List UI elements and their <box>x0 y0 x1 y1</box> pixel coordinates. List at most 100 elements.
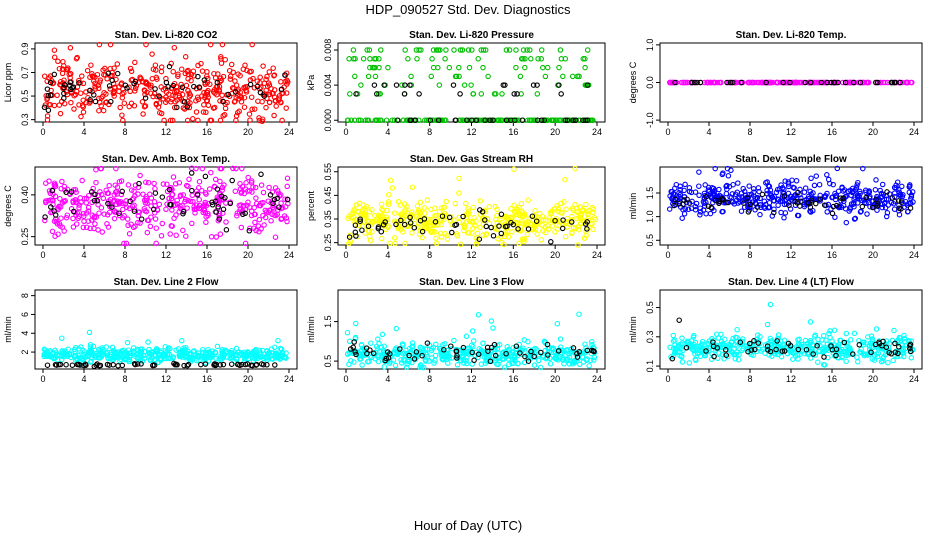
data-point <box>167 231 173 237</box>
data-point <box>92 83 98 90</box>
data-point <box>283 350 289 356</box>
y-tick-label: 0.55 <box>323 163 333 181</box>
data-point <box>863 194 869 201</box>
data-point <box>830 181 836 188</box>
data-point <box>453 348 460 354</box>
data-point <box>371 82 378 88</box>
data-point <box>402 47 408 53</box>
data-point <box>590 206 597 213</box>
data-point <box>129 203 136 209</box>
y-tick-label: 0.9 <box>20 43 30 56</box>
data-point <box>535 357 542 364</box>
data-point <box>207 41 214 48</box>
data-point <box>71 106 77 112</box>
data-point <box>745 348 751 355</box>
data-point <box>854 354 860 360</box>
data-point <box>167 355 174 362</box>
data-point <box>52 182 59 188</box>
data-point <box>823 337 829 344</box>
data-point <box>47 92 54 98</box>
data-point <box>57 204 64 210</box>
data-point <box>868 349 874 356</box>
data-point <box>172 361 178 368</box>
data-point <box>70 199 76 206</box>
data-point <box>116 352 123 358</box>
y-tick-label: 8 <box>20 293 30 298</box>
data-point <box>111 197 118 204</box>
data-point <box>820 346 826 352</box>
data-point <box>802 79 808 86</box>
data-point <box>561 347 567 354</box>
data-point <box>869 340 876 346</box>
data-point <box>67 45 74 51</box>
data-point <box>218 60 225 66</box>
x-tick-label: 12 <box>786 374 796 384</box>
data-point <box>230 165 236 172</box>
data-point <box>195 185 202 191</box>
data-point <box>572 349 579 356</box>
y-axis-label: percent <box>306 190 316 221</box>
data-point <box>693 200 700 207</box>
data-point <box>790 356 796 362</box>
data-point <box>900 192 906 198</box>
data-point <box>461 223 468 229</box>
x-tick-label: 4 <box>706 374 711 384</box>
data-point <box>513 47 519 53</box>
data-point <box>480 340 486 347</box>
x-tick-label: 16 <box>827 374 837 384</box>
data-point <box>515 360 521 367</box>
data-point <box>794 79 800 86</box>
data-point <box>80 210 87 217</box>
data-point <box>257 80 263 86</box>
data-point <box>351 206 357 213</box>
data-point <box>475 354 481 361</box>
data-point <box>445 350 451 357</box>
data-point <box>184 362 191 369</box>
data-point <box>267 192 274 198</box>
data-point <box>278 352 285 358</box>
data-point <box>201 102 207 108</box>
data-point <box>436 82 443 88</box>
data-point <box>190 198 196 205</box>
x-tick-label: 8 <box>747 374 752 384</box>
data-point <box>163 206 169 213</box>
x-tick-label: 24 <box>592 374 602 384</box>
data-point <box>135 212 142 219</box>
data-point <box>109 344 116 351</box>
data-point <box>675 349 681 355</box>
data-point <box>580 359 587 365</box>
x-tick-label: 8 <box>747 250 752 260</box>
data-point <box>214 343 221 350</box>
y-axis-label: kPa <box>306 75 316 91</box>
data-point <box>475 56 481 62</box>
data-point <box>114 61 121 67</box>
data-point <box>425 225 431 232</box>
data-point <box>699 338 706 345</box>
data-point <box>564 356 571 362</box>
data-point <box>711 79 718 86</box>
data-point <box>843 339 849 346</box>
data-point <box>352 349 358 355</box>
data-point <box>77 195 84 201</box>
y-axis-label: degrees C <box>3 185 13 227</box>
data-point <box>273 351 279 357</box>
data-point <box>905 208 911 215</box>
data-point <box>196 178 203 185</box>
data-point <box>166 63 173 70</box>
data-point <box>531 353 537 360</box>
data-point <box>724 79 730 86</box>
data-point <box>180 227 186 234</box>
data-point <box>795 189 801 196</box>
data-point <box>109 204 115 210</box>
data-point <box>88 62 94 68</box>
data-point <box>85 204 92 211</box>
data-point <box>513 343 520 349</box>
data-point <box>888 351 895 357</box>
data-point <box>572 165 578 172</box>
y-tick-label: 0.5 <box>323 355 333 368</box>
data-point <box>537 364 544 371</box>
data-point <box>417 199 424 206</box>
data-point <box>102 65 108 72</box>
data-point <box>284 175 291 182</box>
